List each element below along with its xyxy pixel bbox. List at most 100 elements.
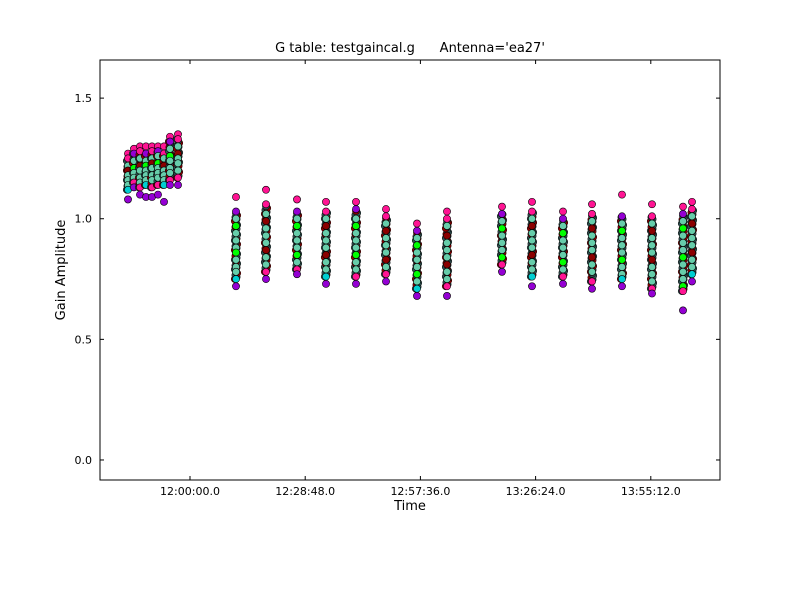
data-point	[618, 226, 626, 235]
data-point	[588, 224, 596, 233]
data-point	[688, 197, 696, 206]
data-point	[352, 205, 360, 213]
data-point	[588, 210, 596, 218]
data-point	[174, 142, 182, 151]
data-point	[413, 219, 421, 228]
x-tick-label: 12:28:48.0	[275, 485, 335, 498]
data-point	[679, 287, 687, 296]
data-point	[352, 265, 360, 274]
data-point	[293, 236, 301, 245]
data-point	[166, 144, 174, 153]
data-point	[648, 234, 656, 242]
data-point	[618, 234, 626, 242]
data-point	[679, 210, 687, 218]
scan-8	[172, 130, 184, 189]
data-point	[262, 224, 270, 233]
data-point	[688, 219, 696, 228]
data-point	[174, 135, 182, 144]
data-point	[322, 251, 330, 259]
data-point	[679, 224, 687, 233]
data-point	[679, 246, 687, 254]
data-point	[352, 222, 360, 230]
data-point	[618, 263, 626, 271]
data-point	[382, 277, 390, 286]
data-point	[382, 219, 390, 228]
data-point	[382, 263, 390, 271]
data-point	[559, 214, 567, 223]
data-point	[232, 222, 240, 230]
data-point	[382, 226, 390, 235]
data-point	[588, 200, 596, 209]
data-point	[262, 267, 270, 276]
data-point	[648, 219, 656, 228]
data-point	[443, 267, 451, 276]
data-point	[688, 255, 696, 264]
data-point	[262, 275, 270, 283]
data-point	[413, 284, 421, 293]
data-point	[322, 197, 330, 206]
scan-16	[441, 207, 453, 300]
scan-13	[350, 197, 362, 288]
data-point	[559, 236, 567, 245]
data-point	[174, 181, 182, 189]
data-point	[618, 241, 626, 250]
data-point	[232, 255, 240, 264]
data-point	[443, 207, 451, 216]
data-point	[618, 248, 626, 257]
data-point	[618, 190, 626, 199]
data-point	[618, 255, 626, 264]
data-point	[174, 173, 182, 182]
scan-17	[496, 202, 508, 276]
data-point	[679, 260, 687, 269]
data-point	[382, 241, 390, 250]
data-point	[160, 197, 168, 206]
data-point	[413, 241, 421, 250]
data-point	[232, 193, 240, 201]
y-tick-label: 1.5	[75, 92, 93, 105]
data-point	[443, 246, 451, 254]
data-point	[528, 197, 536, 206]
data-point	[688, 241, 696, 250]
data-point	[498, 260, 506, 269]
data-point	[528, 272, 536, 281]
data-point	[232, 229, 240, 238]
data-point	[322, 214, 330, 223]
data-point	[262, 253, 270, 262]
data-point	[688, 205, 696, 213]
data-point	[528, 251, 536, 259]
data-point	[688, 212, 696, 221]
data-point	[679, 202, 687, 211]
data-point	[588, 246, 596, 254]
data-point	[352, 243, 360, 252]
data-point	[688, 248, 696, 257]
data-point	[528, 282, 536, 291]
y-tick-label: 0.5	[75, 333, 93, 346]
scan-22	[646, 200, 658, 298]
data-point	[154, 190, 162, 199]
scan-18	[526, 197, 538, 291]
data-point	[262, 185, 270, 194]
data-point	[498, 238, 506, 247]
data-point	[559, 207, 567, 216]
data-point	[382, 205, 390, 213]
data-point	[322, 265, 330, 274]
data-point	[382, 212, 390, 221]
data-point	[588, 284, 596, 293]
scan-15	[411, 219, 423, 300]
data-point	[679, 267, 687, 276]
data-point	[528, 236, 536, 245]
data-point	[232, 214, 240, 223]
data-point	[232, 275, 240, 283]
chart-title: G table: testgaincal.g Antenna='ea27'	[275, 41, 545, 56]
data-point	[498, 253, 506, 262]
data-point	[413, 226, 421, 235]
data-point	[174, 159, 182, 168]
data-point	[679, 217, 687, 226]
data-point	[232, 282, 240, 291]
data-point	[262, 246, 270, 254]
data-point	[352, 229, 360, 238]
data-point	[588, 217, 596, 226]
data-point	[648, 212, 656, 221]
data-point	[648, 263, 656, 271]
